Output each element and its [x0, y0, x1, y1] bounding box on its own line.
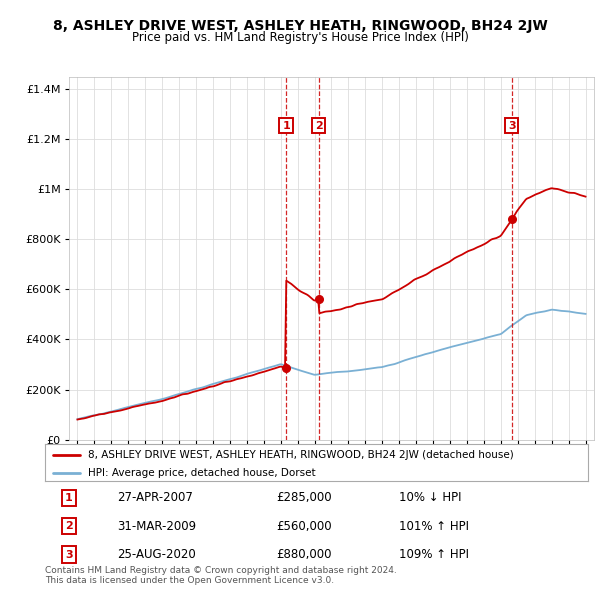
Text: 101% ↑ HPI: 101% ↑ HPI: [399, 520, 469, 533]
Text: 3: 3: [508, 121, 515, 130]
Text: 25-AUG-2020: 25-AUG-2020: [117, 548, 196, 561]
Text: This data is licensed under the Open Government Licence v3.0.: This data is licensed under the Open Gov…: [45, 576, 334, 585]
Text: 27-APR-2007: 27-APR-2007: [117, 491, 193, 504]
Text: HPI: Average price, detached house, Dorset: HPI: Average price, detached house, Dors…: [88, 468, 316, 478]
Text: 8, ASHLEY DRIVE WEST, ASHLEY HEATH, RINGWOOD, BH24 2JW (detached house): 8, ASHLEY DRIVE WEST, ASHLEY HEATH, RING…: [88, 450, 514, 460]
Text: 31-MAR-2009: 31-MAR-2009: [117, 520, 196, 533]
Text: Price paid vs. HM Land Registry's House Price Index (HPI): Price paid vs. HM Land Registry's House …: [131, 31, 469, 44]
Text: 2: 2: [65, 522, 73, 531]
Text: 1: 1: [282, 121, 290, 130]
Text: 3: 3: [65, 550, 73, 559]
Text: £880,000: £880,000: [276, 548, 331, 561]
Text: 2: 2: [315, 121, 323, 130]
Text: 109% ↑ HPI: 109% ↑ HPI: [399, 548, 469, 561]
Text: 10% ↓ HPI: 10% ↓ HPI: [399, 491, 461, 504]
Text: Contains HM Land Registry data © Crown copyright and database right 2024.: Contains HM Land Registry data © Crown c…: [45, 566, 397, 575]
Text: 1: 1: [65, 493, 73, 503]
Text: 8, ASHLEY DRIVE WEST, ASHLEY HEATH, RINGWOOD, BH24 2JW: 8, ASHLEY DRIVE WEST, ASHLEY HEATH, RING…: [53, 19, 547, 33]
Text: £560,000: £560,000: [276, 520, 332, 533]
Text: £285,000: £285,000: [276, 491, 332, 504]
